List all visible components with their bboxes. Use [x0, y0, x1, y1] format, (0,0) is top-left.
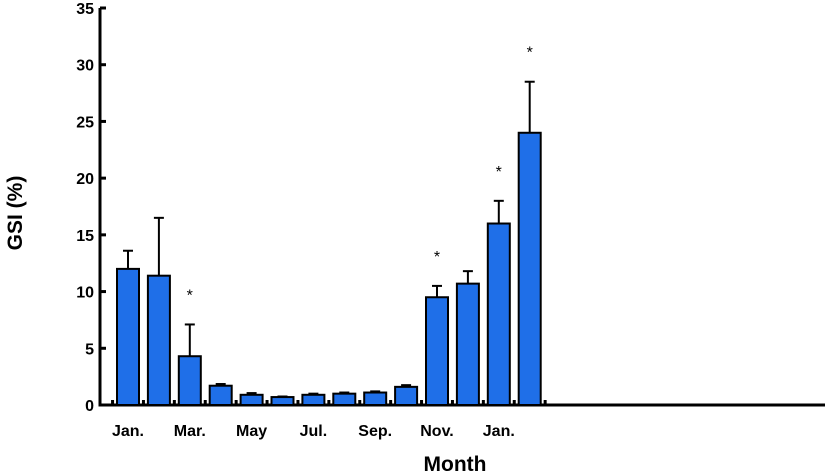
bar — [394, 385, 419, 407]
y-axis-title: GSI (%) — [4, 176, 27, 251]
bar — [425, 296, 449, 406]
significance-marker: * — [527, 45, 533, 62]
bar — [239, 393, 264, 407]
x-tick-label: Jan. — [112, 423, 144, 440]
y-tick-label: 25 — [76, 114, 94, 131]
x-tick-label: Mar. — [174, 423, 206, 440]
x-tick-label: Nov. — [420, 423, 453, 440]
y-tick-label: 0 — [85, 398, 94, 415]
x-tick-label: Jan. — [483, 423, 515, 440]
bar — [208, 384, 233, 406]
bar — [301, 393, 326, 407]
x-tick-label: May — [236, 423, 267, 440]
bar — [486, 222, 511, 406]
x-tick-label: Sep. — [358, 423, 392, 440]
bar — [517, 131, 542, 406]
bar — [116, 267, 140, 406]
x-axis-title: Month — [424, 453, 487, 475]
significance-marker: * — [496, 164, 502, 181]
labels-group: 0 5 10 15 20 25 30 35 Jan. * Mar. May Jul. Sep. * Nov. *… — [76, 1, 533, 440]
y-tick-label: 15 — [76, 228, 94, 245]
y-tick-label: 35 — [76, 1, 94, 18]
bar — [177, 355, 202, 406]
bar — [270, 396, 295, 406]
significance-marker: * — [434, 249, 440, 266]
bar — [146, 274, 171, 407]
bars-group — [116, 80, 542, 407]
bar — [455, 282, 480, 407]
y-tick-label: 30 — [76, 58, 94, 75]
y-tick-label: 20 — [76, 171, 94, 188]
bar — [363, 391, 388, 406]
x-tick-label: Jul. — [300, 423, 328, 440]
significance-marker: * — [187, 287, 193, 304]
bar — [332, 392, 357, 406]
y-tick-label: 5 — [85, 341, 94, 358]
y-tick-label: 10 — [76, 285, 94, 302]
